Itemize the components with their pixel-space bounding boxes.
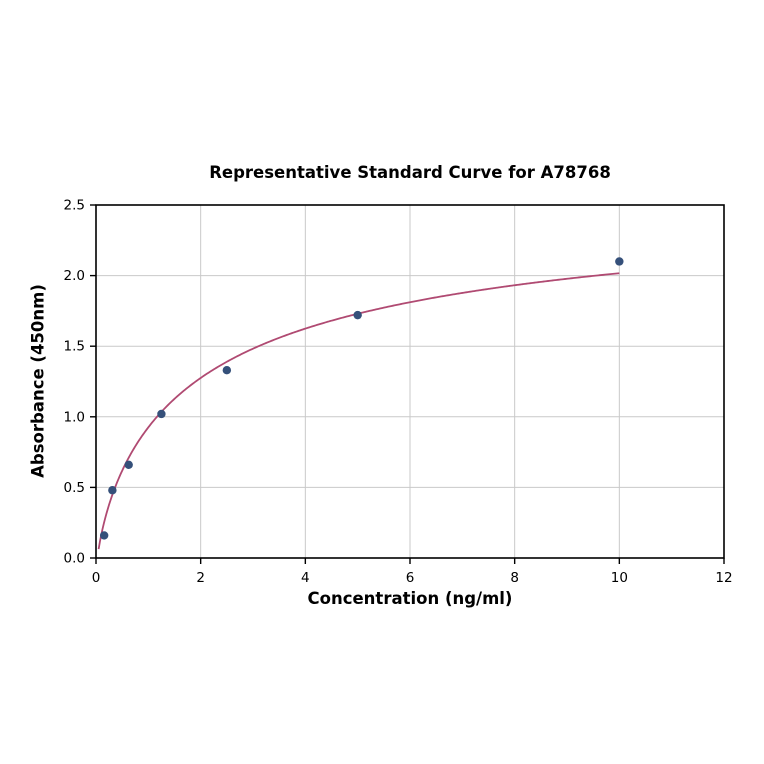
- x-axis-label: Concentration (ng/ml): [307, 589, 513, 608]
- x-tick-label: 6: [406, 570, 415, 586]
- data-point: [124, 460, 133, 470]
- data-point: [157, 409, 166, 419]
- x-tick-label: 12: [715, 570, 732, 586]
- chart-title: Representative Standard Curve for A78768: [209, 163, 611, 182]
- y-tick-label: 1.5: [64, 339, 85, 355]
- x-tick-label: 4: [301, 570, 310, 586]
- data-point: [353, 310, 362, 320]
- x-tick-label: 2: [196, 570, 205, 586]
- y-tick-label: 2.5: [64, 198, 85, 214]
- y-tick-label: 2.0: [64, 268, 85, 284]
- x-tick-label: 10: [611, 570, 628, 586]
- data-point: [615, 257, 624, 266]
- data-point: [108, 486, 117, 495]
- x-tick-label: 8: [510, 570, 519, 586]
- y-tick-label: 0.5: [64, 480, 85, 496]
- y-tick-label: 1.0: [64, 409, 85, 425]
- data-point: [99, 531, 109, 540]
- x-tick-label: 0: [92, 570, 101, 586]
- y-tick-label: 0.0: [64, 551, 85, 567]
- data-point: [222, 366, 232, 375]
